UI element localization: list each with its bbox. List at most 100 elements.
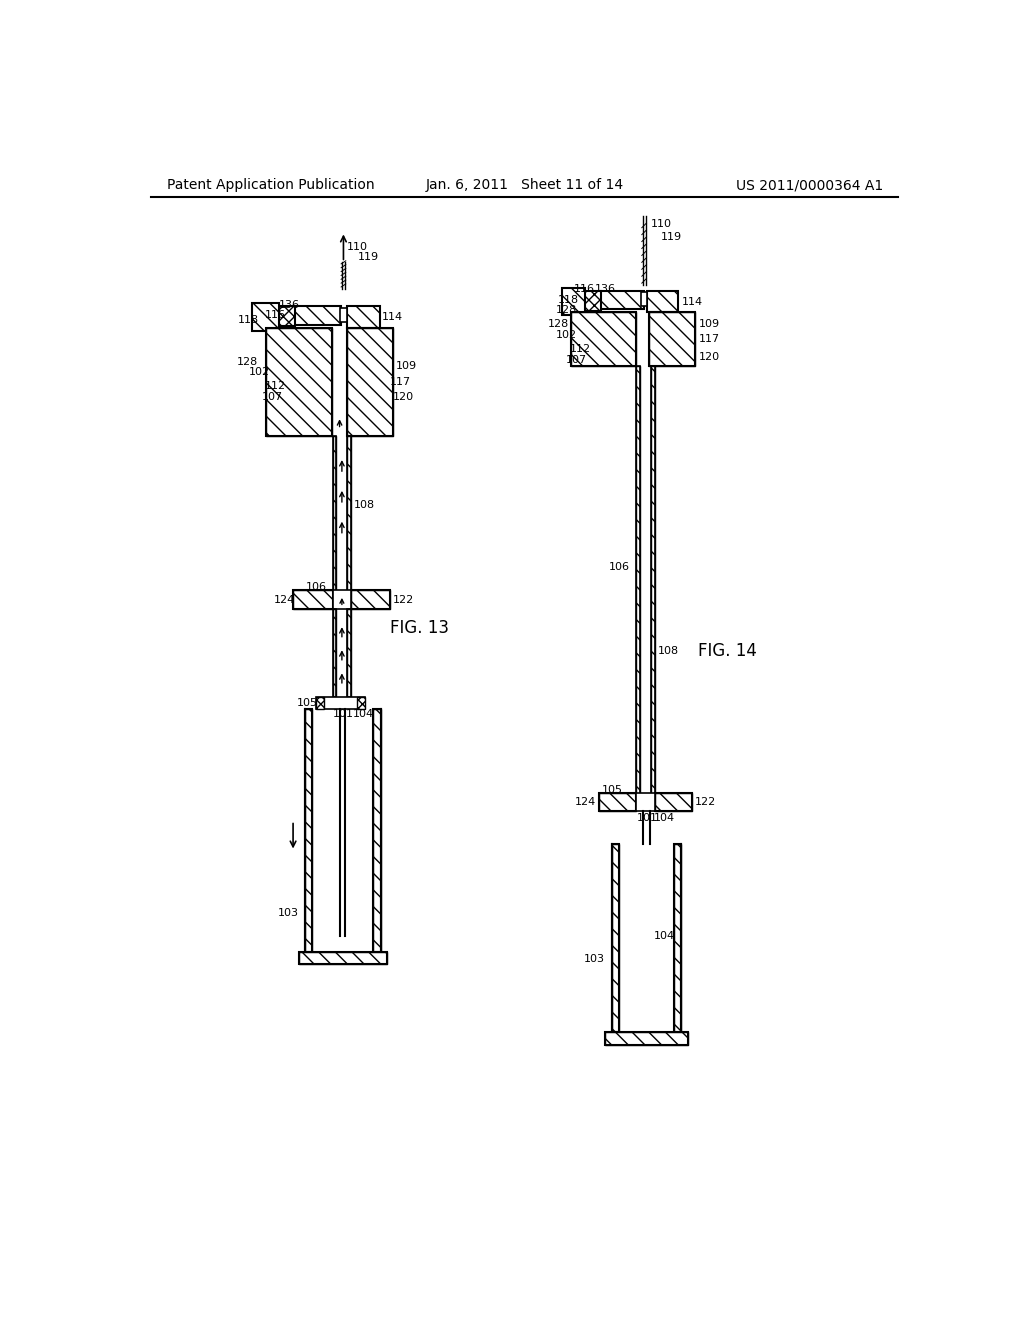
Bar bbox=[299, 952, 387, 964]
Text: 116: 116 bbox=[573, 284, 595, 294]
Bar bbox=[305, 709, 312, 952]
Text: 104: 104 bbox=[352, 709, 374, 718]
Bar bbox=[649, 313, 695, 367]
Bar bbox=[252, 304, 280, 331]
Text: US 2011/0000364 A1: US 2011/0000364 A1 bbox=[735, 178, 883, 193]
Bar bbox=[655, 793, 692, 812]
Text: 116: 116 bbox=[264, 310, 286, 321]
Bar bbox=[333, 436, 337, 594]
Bar bbox=[636, 367, 640, 797]
Bar bbox=[571, 313, 636, 367]
Bar bbox=[599, 290, 644, 309]
Bar bbox=[636, 793, 655, 812]
Bar bbox=[293, 590, 333, 609]
Bar bbox=[333, 609, 337, 697]
Text: 136: 136 bbox=[279, 300, 300, 310]
Text: 109: 109 bbox=[396, 362, 417, 371]
Text: 107: 107 bbox=[262, 392, 284, 403]
Text: 117: 117 bbox=[390, 376, 411, 387]
Bar bbox=[599, 793, 636, 812]
Bar bbox=[605, 1032, 687, 1044]
Bar bbox=[674, 843, 681, 1032]
Bar bbox=[599, 290, 644, 309]
Bar bbox=[562, 288, 586, 315]
Bar bbox=[299, 952, 387, 964]
Bar bbox=[562, 288, 586, 315]
Bar bbox=[347, 609, 351, 697]
Bar bbox=[333, 436, 337, 594]
Text: 104: 104 bbox=[653, 931, 675, 941]
Text: 124: 124 bbox=[273, 594, 295, 605]
Text: 110: 110 bbox=[650, 219, 672, 228]
Bar bbox=[651, 367, 655, 797]
Bar bbox=[346, 327, 393, 436]
Bar bbox=[611, 843, 620, 1032]
Bar bbox=[293, 590, 333, 609]
Bar bbox=[636, 367, 640, 797]
Bar bbox=[347, 609, 351, 697]
Bar bbox=[351, 590, 390, 609]
Bar bbox=[252, 304, 280, 331]
Bar bbox=[655, 793, 692, 812]
Bar bbox=[333, 609, 337, 697]
Bar bbox=[357, 697, 366, 709]
Text: 105: 105 bbox=[297, 698, 317, 708]
Bar bbox=[584, 290, 601, 312]
Bar bbox=[651, 367, 655, 797]
Text: 109: 109 bbox=[698, 319, 720, 329]
Text: 101: 101 bbox=[636, 813, 657, 822]
Bar bbox=[649, 313, 695, 367]
Text: 128: 128 bbox=[237, 358, 258, 367]
Bar bbox=[674, 843, 681, 1032]
Bar bbox=[316, 697, 324, 709]
Text: 119: 119 bbox=[357, 252, 379, 261]
Bar bbox=[305, 709, 312, 952]
Text: 122: 122 bbox=[393, 594, 415, 605]
Bar bbox=[266, 327, 332, 436]
Text: 101: 101 bbox=[333, 709, 353, 718]
Bar bbox=[340, 308, 346, 322]
Bar bbox=[599, 793, 636, 812]
Bar bbox=[293, 306, 341, 325]
Bar bbox=[333, 590, 351, 609]
Text: 120: 120 bbox=[698, 352, 720, 362]
Bar bbox=[351, 590, 390, 609]
Text: 108: 108 bbox=[658, 647, 679, 656]
Bar bbox=[641, 293, 647, 306]
Text: 128: 128 bbox=[548, 319, 569, 329]
Text: 112: 112 bbox=[569, 345, 591, 354]
Text: 104: 104 bbox=[653, 813, 675, 822]
Bar bbox=[316, 697, 366, 709]
Bar bbox=[647, 290, 678, 313]
Bar bbox=[584, 290, 601, 312]
Text: 136: 136 bbox=[595, 284, 615, 294]
Text: 105: 105 bbox=[602, 785, 624, 795]
Bar bbox=[266, 327, 332, 436]
Text: 102: 102 bbox=[556, 330, 577, 341]
Bar bbox=[611, 843, 620, 1032]
Bar bbox=[373, 709, 381, 952]
Text: 128: 128 bbox=[556, 305, 578, 315]
Text: 106: 106 bbox=[306, 582, 328, 593]
Bar bbox=[373, 709, 381, 952]
Bar bbox=[293, 306, 341, 325]
Bar bbox=[278, 306, 295, 326]
Text: 102: 102 bbox=[249, 367, 270, 378]
Text: 103: 103 bbox=[278, 908, 299, 917]
Bar bbox=[346, 327, 393, 436]
Text: 117: 117 bbox=[698, 334, 720, 345]
Text: 118: 118 bbox=[238, 315, 259, 325]
Bar bbox=[278, 306, 295, 326]
Text: Jan. 6, 2011   Sheet 11 of 14: Jan. 6, 2011 Sheet 11 of 14 bbox=[426, 178, 624, 193]
Text: 120: 120 bbox=[393, 392, 414, 403]
Bar bbox=[347, 306, 380, 327]
Bar bbox=[647, 290, 678, 313]
Text: 114: 114 bbox=[382, 312, 403, 322]
Text: 124: 124 bbox=[574, 797, 596, 807]
Text: 118: 118 bbox=[558, 296, 580, 305]
Text: Patent Application Publication: Patent Application Publication bbox=[167, 178, 375, 193]
Bar bbox=[347, 436, 351, 594]
Text: FIG. 13: FIG. 13 bbox=[390, 619, 449, 638]
Bar bbox=[571, 313, 636, 367]
Text: 108: 108 bbox=[354, 500, 376, 510]
